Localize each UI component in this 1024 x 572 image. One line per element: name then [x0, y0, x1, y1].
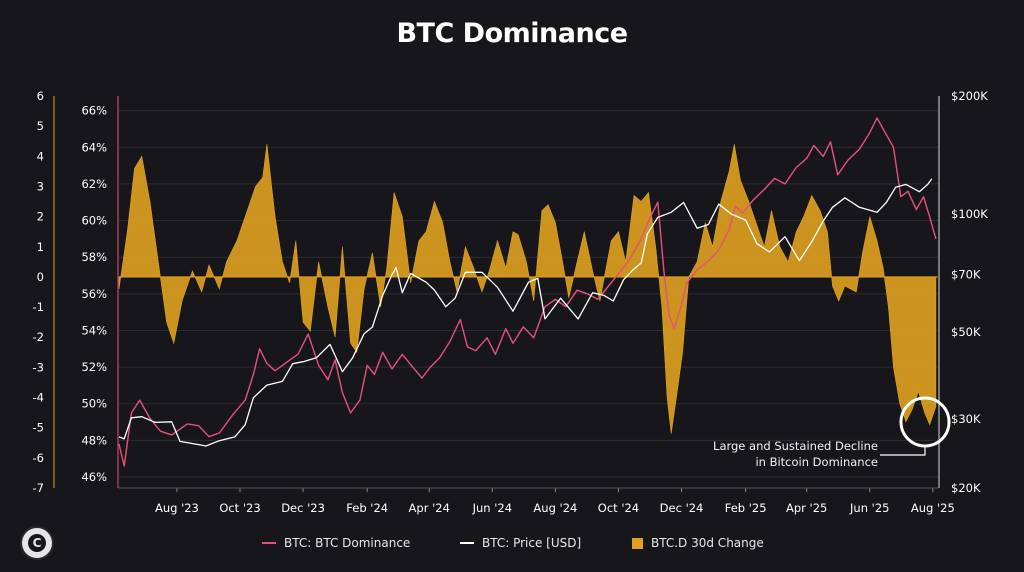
- x-tick-label: Jun '24: [472, 501, 512, 515]
- dominance-tick-label: 62%: [81, 177, 107, 191]
- dominance-tick-label: 46%: [81, 470, 107, 484]
- annotation-text: Large and Sustained Decline in Bitcoin D…: [660, 438, 878, 470]
- change-tick-label: 0: [37, 270, 44, 284]
- change-tick-label: -5: [33, 421, 44, 435]
- change-area-series: [118, 144, 938, 434]
- dominance-tick-label: 60%: [81, 214, 107, 228]
- legend-swatch-dominance: [262, 542, 276, 544]
- grid-lines: [119, 110, 938, 478]
- change-tick-label: 6: [37, 89, 44, 103]
- change-tick-label: -1: [33, 300, 44, 314]
- chart-axes: [53, 96, 940, 492]
- change-tick-label: -3: [33, 360, 44, 374]
- dominance-tick-label: 66%: [81, 104, 107, 118]
- legend-swatch-change: [632, 537, 643, 549]
- legend-swatch-price: [460, 542, 474, 544]
- change-tick-label: 3: [37, 179, 44, 193]
- dominance-tick-label: 52%: [81, 360, 107, 374]
- x-tick-label: Aug '25: [911, 501, 955, 515]
- legend-item-change[interactable]: BTC.D 30d Change: [632, 536, 764, 550]
- legend-label-change: BTC.D 30d Change: [651, 536, 764, 550]
- legend-label-dominance: BTC: BTC Dominance: [284, 536, 411, 550]
- x-tick-label: Oct '24: [598, 501, 639, 515]
- legend-label-price: BTC: Price [USD]: [482, 536, 582, 550]
- x-tick-label: Oct '23: [219, 501, 260, 515]
- line-series: [118, 117, 937, 467]
- dominance-tick-label: 58%: [81, 250, 107, 264]
- chart-legend: BTC: BTC Dominance BTC: Price [USD] BTC.…: [0, 536, 1024, 556]
- annotation-line-1: Large and Sustained Decline: [713, 439, 878, 453]
- x-tick-label: Apr '25: [786, 501, 827, 515]
- price-tick-label: $200K: [951, 89, 988, 103]
- price-tick-label: $50K: [951, 325, 981, 339]
- price-tick-label: $100K: [951, 207, 988, 221]
- price-tick-label: $30K: [951, 412, 981, 426]
- change-area: [118, 144, 937, 434]
- annotation-line-2: in Bitcoin Dominance: [755, 455, 878, 469]
- change-tick-label: -6: [33, 451, 44, 465]
- price-tick-label: $70K: [951, 268, 981, 282]
- legend-item-dominance[interactable]: BTC: BTC Dominance: [262, 536, 410, 550]
- dominance-tick-label: 48%: [81, 433, 107, 447]
- x-tick-label: Dec '24: [660, 501, 704, 515]
- change-tick-label: -7: [33, 481, 44, 495]
- price-line: [118, 178, 933, 447]
- x-tick-label: Aug '24: [533, 501, 577, 515]
- coin-c-logo-icon: C: [22, 528, 52, 558]
- change-tick-label: -4: [33, 391, 44, 405]
- chart-title: BTC Dominance: [396, 18, 628, 49]
- legend-item-price[interactable]: BTC: Price [USD]: [460, 536, 581, 550]
- dominance-tick-label: 54%: [81, 323, 107, 337]
- dominance-tick-label: 50%: [81, 397, 107, 411]
- logo-letter-icon: C: [28, 534, 46, 552]
- x-tick-label: Feb '24: [346, 501, 388, 515]
- change-tick-label: 1: [37, 240, 44, 254]
- tick-labels: 66% 64% 62% 60% 58% 56% 54% 52% 50% 48% 46% 6 5 4 3 2 1 0…: [33, 89, 989, 515]
- x-tick-label: Jun '25: [849, 501, 889, 515]
- dominance-line: [118, 117, 937, 467]
- x-tick-label: Apr '24: [409, 501, 450, 515]
- dominance-tick-label: 64%: [81, 140, 107, 154]
- annotation-connector: [880, 446, 926, 456]
- x-tick-label: Dec '23: [281, 501, 325, 515]
- x-tick-label: Aug '23: [155, 501, 199, 515]
- x-tick-label: Feb '25: [725, 501, 767, 515]
- price-tick-label: $20K: [951, 481, 981, 495]
- change-tick-label: 2: [37, 210, 44, 224]
- dominance-tick-label: 56%: [81, 287, 107, 301]
- annotation-callout: [880, 396, 951, 456]
- change-tick-label: -2: [33, 330, 44, 344]
- change-tick-label: 5: [37, 119, 44, 133]
- change-tick-label: 4: [37, 149, 44, 163]
